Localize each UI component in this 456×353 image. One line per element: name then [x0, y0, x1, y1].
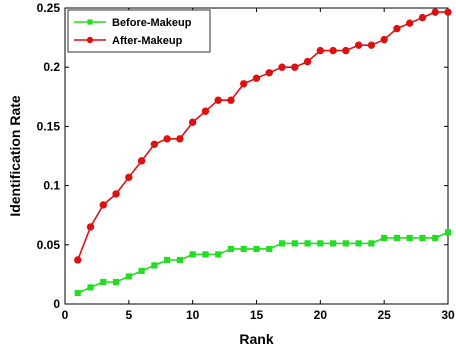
data-point-before-makeup: [266, 245, 273, 253]
data-point-after-makeup: [112, 190, 120, 198]
data-point-before-makeup: [176, 256, 184, 264]
data-point-before-makeup: [342, 240, 349, 247]
data-point-after-makeup: [367, 41, 376, 49]
data-point-before-makeup: [330, 240, 337, 247]
data-point-before-makeup: [227, 245, 235, 253]
x-tick-label: 20: [314, 308, 328, 322]
data-point-before-makeup: [215, 251, 222, 258]
data-point-before-makeup: [138, 267, 145, 275]
y-axis-title: Identification Rate: [7, 95, 23, 217]
data-point-before-makeup: [381, 234, 388, 242]
legend-marker-after-makeup: [86, 36, 94, 44]
data-point-after-makeup: [240, 80, 248, 88]
data-point-before-makeup: [100, 278, 107, 286]
x-tick-label: 15: [250, 308, 264, 322]
series-line-before-makeup: [77, 231, 449, 294]
data-point-before-makeup: [393, 234, 401, 242]
data-point-after-makeup: [431, 8, 439, 16]
data-point-after-makeup: [214, 96, 222, 104]
data-point-before-makeup: [355, 240, 362, 247]
legend-box: [67, 9, 211, 53]
data-point-before-makeup: [304, 240, 311, 247]
data-point-after-makeup: [303, 57, 312, 66]
data-point-after-makeup: [125, 173, 133, 182]
data-point-before-makeup: [444, 229, 452, 236]
data-point-after-makeup: [86, 223, 95, 231]
data-point-before-makeup: [406, 234, 413, 242]
y-tick-label: 0.15: [37, 119, 61, 133]
data-point-before-makeup: [317, 240, 324, 247]
data-point-after-makeup: [252, 74, 261, 82]
x-tick-label: 25: [377, 308, 391, 322]
data-point-before-makeup: [125, 273, 132, 280]
data-point-after-makeup: [278, 63, 286, 71]
x-tick-label: 10: [186, 308, 200, 322]
plot-area-frame: [64, 7, 449, 305]
legend-label-before-makeup: Before-Makeup: [112, 17, 192, 29]
legend: Before-Makeup After-Makeup: [67, 9, 211, 53]
data-point-after-makeup: [418, 13, 427, 22]
data-point-before-makeup: [74, 289, 81, 297]
data-point-before-makeup: [112, 278, 120, 286]
data-point-after-makeup: [393, 24, 401, 33]
data-point-after-makeup: [188, 118, 197, 126]
data-point-before-makeup: [240, 245, 247, 253]
data-point-after-makeup: [354, 41, 363, 49]
data-point-before-makeup: [432, 234, 439, 242]
data-point-after-makeup: [406, 19, 414, 27]
data-point-before-makeup: [164, 256, 171, 264]
data-point-after-makeup: [342, 46, 350, 55]
y-tick-label: 0.05: [37, 238, 61, 252]
data-point-after-makeup: [99, 201, 108, 209]
data-point-before-makeup: [151, 262, 158, 269]
data-point-before-makeup: [87, 284, 94, 291]
data-point-after-makeup: [137, 157, 146, 165]
data-point-before-makeup: [291, 240, 298, 247]
data-point-after-makeup: [227, 96, 235, 104]
data-point-after-makeup: [201, 107, 210, 115]
data-point-after-makeup: [380, 35, 388, 44]
data-point-before-makeup: [202, 251, 209, 258]
data-point-after-makeup: [176, 135, 184, 143]
y-tick-label: 0.1: [43, 179, 60, 193]
data-point-after-makeup: [316, 46, 325, 55]
data-point-after-makeup: [74, 256, 82, 264]
data-point-after-makeup: [150, 140, 159, 148]
x-axis-title: Rank: [239, 331, 273, 347]
data-point-before-makeup: [253, 245, 260, 253]
data-point-after-makeup: [291, 63, 299, 71]
data-point-before-makeup: [189, 251, 196, 258]
y-tick-label: 0.2: [43, 60, 60, 74]
x-tick-label: 30: [441, 308, 455, 322]
data-point-after-makeup: [329, 46, 337, 55]
data-point-before-makeup: [368, 240, 375, 247]
x-tick-label: 5: [125, 308, 132, 322]
x-tick-label: 0: [62, 308, 69, 322]
y-tick-label: 0: [53, 297, 60, 311]
legend-marker-before-makeup: [87, 19, 93, 25]
data-point-after-makeup: [163, 135, 171, 143]
legend-label-after-makeup: After-Makeup: [112, 35, 183, 47]
data-point-after-makeup: [265, 69, 273, 77]
y-tick-label: 0.25: [37, 1, 61, 15]
data-point-after-makeup: [444, 8, 452, 16]
data-point-before-makeup: [419, 234, 426, 242]
data-point-before-makeup: [278, 240, 286, 247]
